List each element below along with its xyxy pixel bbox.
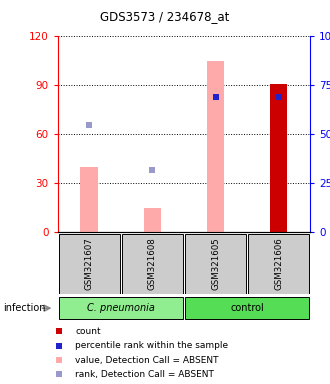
Text: C. pneumonia: C. pneumonia [87,303,155,313]
Text: GDS3573 / 234678_at: GDS3573 / 234678_at [100,10,230,23]
Text: GSM321606: GSM321606 [274,238,283,290]
Text: count: count [75,327,101,336]
Text: value, Detection Call = ABSENT: value, Detection Call = ABSENT [75,356,218,364]
Bar [122,234,183,294]
Text: control: control [230,303,264,313]
Bar [144,208,161,232]
Text: infection: infection [3,303,46,313]
Text: GSM321608: GSM321608 [148,238,157,290]
Bar [207,61,224,232]
Bar [270,84,287,232]
Text: GSM321607: GSM321607 [85,238,94,290]
Bar [81,167,98,232]
Bar [59,297,183,319]
Text: GSM321605: GSM321605 [211,238,220,290]
Text: percentile rank within the sample: percentile rank within the sample [75,341,228,350]
Bar [185,234,246,294]
Bar [248,234,309,294]
Bar [59,234,119,294]
Text: rank, Detection Call = ABSENT: rank, Detection Call = ABSENT [75,370,214,379]
Bar [185,297,309,319]
